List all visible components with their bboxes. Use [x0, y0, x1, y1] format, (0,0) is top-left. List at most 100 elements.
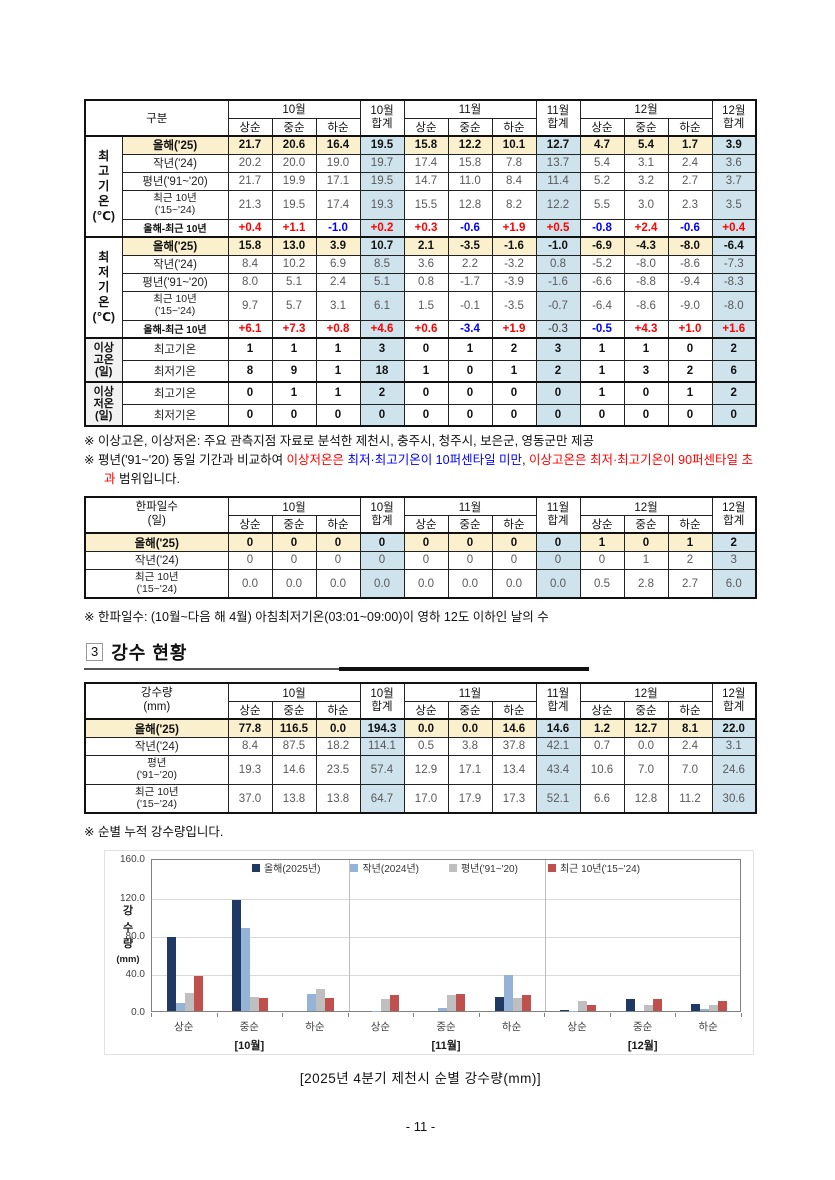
data-cell: -3.4	[447, 319, 493, 339]
data-cell: 6.0	[711, 568, 757, 599]
data-cell: 7.0	[667, 754, 713, 785]
temperature-notes: ※ 이상고온, 이상저온: 주요 관측지점 자료로 분석한 제천시, 충주시, …	[84, 432, 757, 488]
data-cell: 2.4	[667, 153, 713, 173]
chart-bar	[494, 997, 504, 1012]
data-cell: 11.0	[447, 171, 493, 191]
data-cell: 3.2	[623, 171, 669, 191]
data-cell: 0	[227, 532, 273, 552]
chart-bar	[324, 998, 334, 1012]
data-cell: 1	[623, 550, 669, 570]
data-cell: 18	[359, 359, 405, 383]
data-cell: -8.0	[711, 290, 757, 321]
data-cell: -1.0	[535, 236, 581, 256]
row-label: 평년('91~'20)	[84, 754, 229, 785]
data-cell: 19.5	[359, 135, 405, 155]
data-cell: 17.1	[315, 171, 361, 191]
data-cell: 0	[403, 403, 449, 427]
coldwave-table: 한파일수 (일) 10월 10월 합계 11월 11월 합계 12월 12월 합계 상순 중순 하순 상순 중…	[84, 496, 757, 600]
data-cell: 1	[579, 359, 625, 383]
temperature-table: 구분 10월 10월 합계 11월 11월 합계 12월 12월 합계 상순 중순 하순 상순 중순 하순 상순…	[84, 99, 757, 427]
data-cell: 3.9	[315, 236, 361, 256]
data-cell: 8.1	[667, 718, 713, 738]
data-cell: 3	[623, 359, 669, 383]
chart-bar	[390, 994, 400, 1012]
note: ※ 이상고온, 이상저온: 주요 관측지점 자료로 분석한 제천시, 충주시, …	[84, 434, 594, 448]
data-cell: 1	[227, 337, 273, 361]
data-cell: 2	[491, 337, 537, 361]
data-cell: 0.7	[579, 736, 625, 756]
data-cell: -0.5	[579, 319, 625, 339]
data-cell: 5.2	[579, 171, 625, 191]
data-cell: 17.0	[403, 783, 449, 814]
data-cell: -3.5	[491, 290, 537, 321]
month-separator	[545, 860, 547, 1012]
row-label: 올해('25)	[84, 532, 229, 552]
note: ※ 평년('91~'20) 동일 기간과 비교하여 이상저온은 최저·최고기온이…	[84, 452, 754, 486]
y-tick-label: 0.0	[131, 1007, 145, 1019]
data-cell: 2	[667, 550, 713, 570]
data-cell: 0.0	[447, 718, 493, 738]
data-cell: 1.5	[403, 290, 449, 321]
chart-bar	[456, 994, 465, 1012]
data-cell: 37.8	[491, 736, 537, 756]
data-cell: 4.7	[579, 135, 625, 155]
row-label: 올해('25)	[121, 236, 229, 256]
data-cell: 5.5	[579, 189, 625, 220]
data-cell: +7.3	[271, 319, 317, 339]
chart-bar	[241, 927, 251, 1012]
data-cell: 0.0	[491, 568, 537, 599]
chart-bar	[718, 1000, 728, 1012]
table-row: 최 고 기 온 (℃) 올해('25) 21.7 20.6 16.4 19.5 15.8 12.2 10…	[84, 135, 757, 238]
row-label: 최고기온	[121, 337, 229, 361]
row-label: 올해('25)	[84, 718, 229, 738]
month-header: 11월	[403, 99, 537, 119]
month-header: 10월	[227, 99, 361, 119]
data-cell: 2	[535, 359, 581, 383]
data-cell: 0.8	[403, 272, 449, 292]
data-cell: 21.7	[227, 135, 273, 155]
data-cell: 1	[623, 337, 669, 361]
period-header: 하순	[315, 514, 361, 534]
data-cell: 12.7	[535, 135, 581, 155]
precipitation-note: ※ 순별 누적 강수량입니다.	[84, 825, 224, 840]
data-cell: -3.5	[447, 236, 493, 256]
data-cell: 12.2	[535, 189, 581, 220]
data-cell: 17.4	[315, 189, 361, 220]
data-cell: 11.4	[535, 171, 581, 191]
data-cell: -8.0	[623, 254, 669, 274]
table-row: 최 저 기 온 (℃) 올해('25) 15.8 13.0 3.9 10.7 2.1 -3.5 -1.6…	[84, 236, 757, 339]
period-header: 하순	[667, 117, 713, 137]
data-cell: 5.1	[271, 272, 317, 292]
data-cell: 1	[667, 381, 713, 405]
data-cell: 0	[711, 403, 757, 427]
chart-bar	[438, 1007, 447, 1012]
data-cell: 12.9	[403, 754, 449, 785]
data-cell: -0.7	[535, 290, 581, 321]
axis-tick	[282, 1013, 284, 1018]
data-cell: 12.8	[447, 189, 493, 220]
coldwave-note: ※ 한파일수: (10월~다음 해 4월) 아침최저기온(03:01~09:00…	[84, 610, 549, 625]
month-total-header: 11월 합계	[535, 496, 581, 534]
row-label: 평년('91~'20)	[121, 272, 229, 292]
data-cell: 2	[359, 381, 405, 405]
period-header: 상순	[579, 700, 625, 720]
month-total-header: 10월 합계	[359, 496, 405, 534]
period-header: 중순	[623, 117, 669, 137]
data-cell: 2.4	[667, 736, 713, 756]
group-label: 최 저 기 온 (℃)	[84, 236, 123, 339]
data-cell: 19.3	[227, 754, 273, 785]
data-cell: +1.6	[711, 319, 757, 339]
period-header: 상순	[227, 514, 273, 534]
data-cell: 194.3	[359, 718, 405, 738]
data-cell: 13.8	[315, 783, 361, 814]
data-cell: -1.6	[491, 236, 537, 256]
row-label: 최근 10년 ('15~'24)	[121, 290, 229, 321]
month-total-header: 12월 합계	[711, 496, 757, 534]
axis-tick	[478, 1013, 480, 1018]
axis-tick	[216, 1013, 218, 1018]
data-cell: 0	[579, 550, 625, 570]
data-cell: -6.6	[579, 272, 625, 292]
data-cell: -4.3	[623, 236, 669, 256]
gridline	[152, 898, 740, 900]
data-cell: 2	[711, 532, 757, 552]
